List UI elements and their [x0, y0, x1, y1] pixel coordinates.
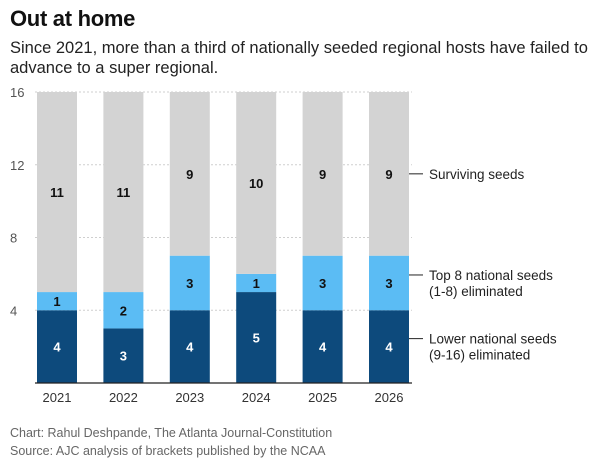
bar-segment [369, 255, 409, 311]
data-label: 4 [319, 340, 327, 355]
stacked-bar-chart: 4812164111202132112022439202351102024439… [10, 85, 557, 405]
legend-label: Lower national seeds [429, 332, 557, 347]
x-tick-label: 2024 [242, 390, 271, 405]
y-tick-label: 16 [10, 85, 24, 100]
data-label: 3 [319, 276, 326, 291]
legend-label: (1-8) eliminated [429, 284, 523, 299]
y-tick-label: 8 [10, 231, 17, 246]
data-label: 3 [385, 276, 392, 291]
y-tick-label: 12 [10, 158, 24, 173]
data-label: 3 [186, 276, 193, 291]
data-label: 9 [385, 167, 392, 182]
data-label: 5 [253, 331, 260, 346]
data-label: 1 [253, 276, 260, 291]
data-label: 3 [120, 349, 127, 364]
chart-footer: Chart: Rahul Deshpande, The Atlanta Jour… [10, 424, 332, 460]
bar-segment [169, 92, 210, 256]
bar-segment [37, 292, 77, 311]
data-label: 11 [117, 185, 131, 200]
data-label: 9 [186, 167, 193, 182]
data-label: 4 [385, 340, 393, 355]
legend-label: Top 8 national seeds [429, 268, 553, 283]
legend-label: Surviving seeds [429, 167, 525, 182]
chart-credit: Chart: Rahul Deshpande, The Atlanta Jour… [10, 426, 333, 440]
data-label: 4 [53, 340, 61, 355]
x-tick-label: 2021 [43, 390, 72, 405]
chart-source: Source: AJC analysis of brackets publish… [10, 444, 326, 458]
bar-segment [236, 292, 277, 383]
bar-segment [369, 310, 409, 383]
data-label: 4 [186, 340, 194, 355]
bar-segment [103, 292, 144, 329]
y-tick-label: 4 [10, 303, 17, 318]
bar-segment [302, 255, 343, 311]
data-label: 9 [319, 167, 326, 182]
chart-title: Out at home [10, 6, 136, 31]
x-tick-label: 2025 [308, 390, 337, 405]
bar-segment [236, 273, 277, 293]
chart-subtitle: Since 2021, more than a third of nationa… [10, 39, 588, 77]
data-label: 11 [50, 185, 64, 200]
bar-segment [169, 255, 210, 311]
bar-segment [37, 92, 77, 293]
bar-segment [236, 92, 277, 274]
bar-segment [302, 92, 343, 256]
x-tick-label: 2026 [375, 390, 404, 405]
x-tick-label: 2022 [109, 390, 138, 405]
data-label: 1 [53, 294, 60, 309]
bar-segment [103, 92, 144, 293]
bar-segment [103, 328, 144, 383]
data-label: 10 [249, 176, 263, 191]
legend-label: (9-16) eliminated [429, 348, 530, 363]
bar-segment [369, 92, 409, 256]
bar-segment [37, 310, 77, 383]
x-tick-label: 2023 [175, 390, 204, 405]
bar-segment [169, 310, 210, 383]
data-label: 2 [120, 303, 127, 318]
bar-segment [302, 310, 343, 383]
